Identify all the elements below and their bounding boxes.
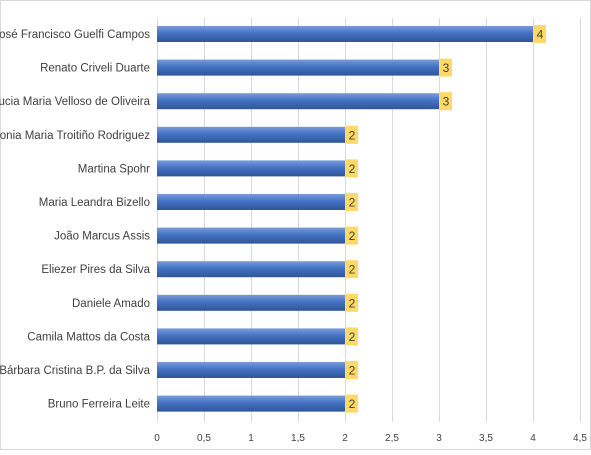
x-tick-label: 1,5	[291, 433, 305, 444]
category-label: João Marcus Assis	[54, 231, 150, 243]
x-tick-label: 0,5	[197, 433, 211, 444]
data-label-background	[346, 394, 358, 413]
data-label-text: 2	[349, 162, 356, 176]
x-tick-label: 3,5	[479, 433, 493, 444]
bar	[157, 160, 345, 177]
data-label: 3	[440, 92, 452, 111]
data-label: 2	[346, 226, 358, 245]
bar	[157, 227, 345, 244]
data-label-text: 4	[537, 28, 544, 42]
x-tick-label: 3	[436, 433, 442, 444]
bar	[157, 26, 533, 42]
data-label: 3	[440, 58, 452, 77]
data-label-background	[440, 58, 452, 77]
data-label: 2	[346, 293, 358, 312]
category-label: Bárbara Cristina B.P. da Silva	[0, 365, 151, 377]
data-label: 4	[534, 25, 546, 43]
data-label: 2	[346, 159, 358, 178]
category-labels: José Francisco Guelfi Campos Renato Crive…	[0, 29, 151, 411]
x-tick-label: 4,5	[573, 433, 587, 444]
bar	[157, 59, 439, 76]
data-label: 2	[346, 125, 358, 144]
category-label: Daniele Amado	[72, 298, 150, 310]
bar	[157, 93, 439, 110]
category-label: José Francisco Guelfi Campos	[0, 29, 150, 41]
data-label-text: 2	[349, 330, 356, 344]
data-label-background	[346, 361, 358, 379]
x-tick-label: 2	[342, 433, 348, 444]
data-label: 2	[346, 260, 358, 279]
data-label-background	[346, 125, 358, 144]
category-label: Lucia Maria Velloso de Oliveira	[0, 96, 151, 108]
data-label-text: 2	[349, 196, 356, 210]
data-label-text: 2	[349, 128, 356, 142]
data-label-background	[346, 193, 358, 211]
category-label: Martina Spohr	[78, 163, 150, 175]
data-label: 2	[346, 327, 358, 346]
bar	[157, 294, 345, 311]
category-label: Eliezer Pires da Silva	[41, 264, 150, 276]
x-tick-label: 4	[530, 433, 536, 444]
category-label: Bruno Ferreira Leite	[48, 399, 150, 411]
data-label-background	[346, 293, 358, 312]
x-tick-label: 1	[248, 433, 254, 444]
data-label-text: 2	[349, 364, 356, 378]
data-label: 2	[346, 193, 358, 211]
bar	[157, 261, 345, 278]
data-label: 2	[346, 394, 358, 413]
data-label-background	[534, 25, 546, 43]
bar	[157, 194, 345, 210]
data-label-text: 2	[349, 397, 356, 411]
data-labels: 4 3 3 2 2 2 2 2 2 2 2 2	[346, 25, 546, 413]
bar	[157, 395, 345, 412]
category-label: Maria Leandra Bizello	[39, 197, 150, 209]
category-label: Sonia Maria Troitiño Rodriguez	[0, 130, 150, 142]
bar	[157, 126, 345, 143]
x-tick-label: 2,5	[385, 433, 399, 444]
data-label-text: 2	[349, 296, 356, 310]
data-label-background	[346, 226, 358, 245]
data-label-background	[346, 327, 358, 346]
x-axis-tick-labels: 0 0,5 1 1,5 2 2,5 3 3,5 4 4,5	[154, 433, 587, 444]
data-label-background	[440, 92, 452, 111]
data-label-text: 3	[443, 61, 450, 75]
data-label-text: 3	[443, 95, 450, 109]
bar	[157, 362, 345, 378]
x-tick-label: 0	[154, 433, 160, 444]
data-label-background	[346, 260, 358, 279]
data-label-text: 2	[349, 229, 356, 243]
bar	[157, 328, 345, 345]
category-label: Camila Mattos da Costa	[27, 331, 150, 343]
data-label: 2	[346, 361, 358, 379]
bars	[157, 26, 533, 412]
category-label: Renato Criveli Duarte	[40, 63, 150, 75]
data-label-text: 2	[349, 263, 356, 277]
grid-lines	[157, 18, 581, 422]
data-label-background	[346, 159, 358, 178]
